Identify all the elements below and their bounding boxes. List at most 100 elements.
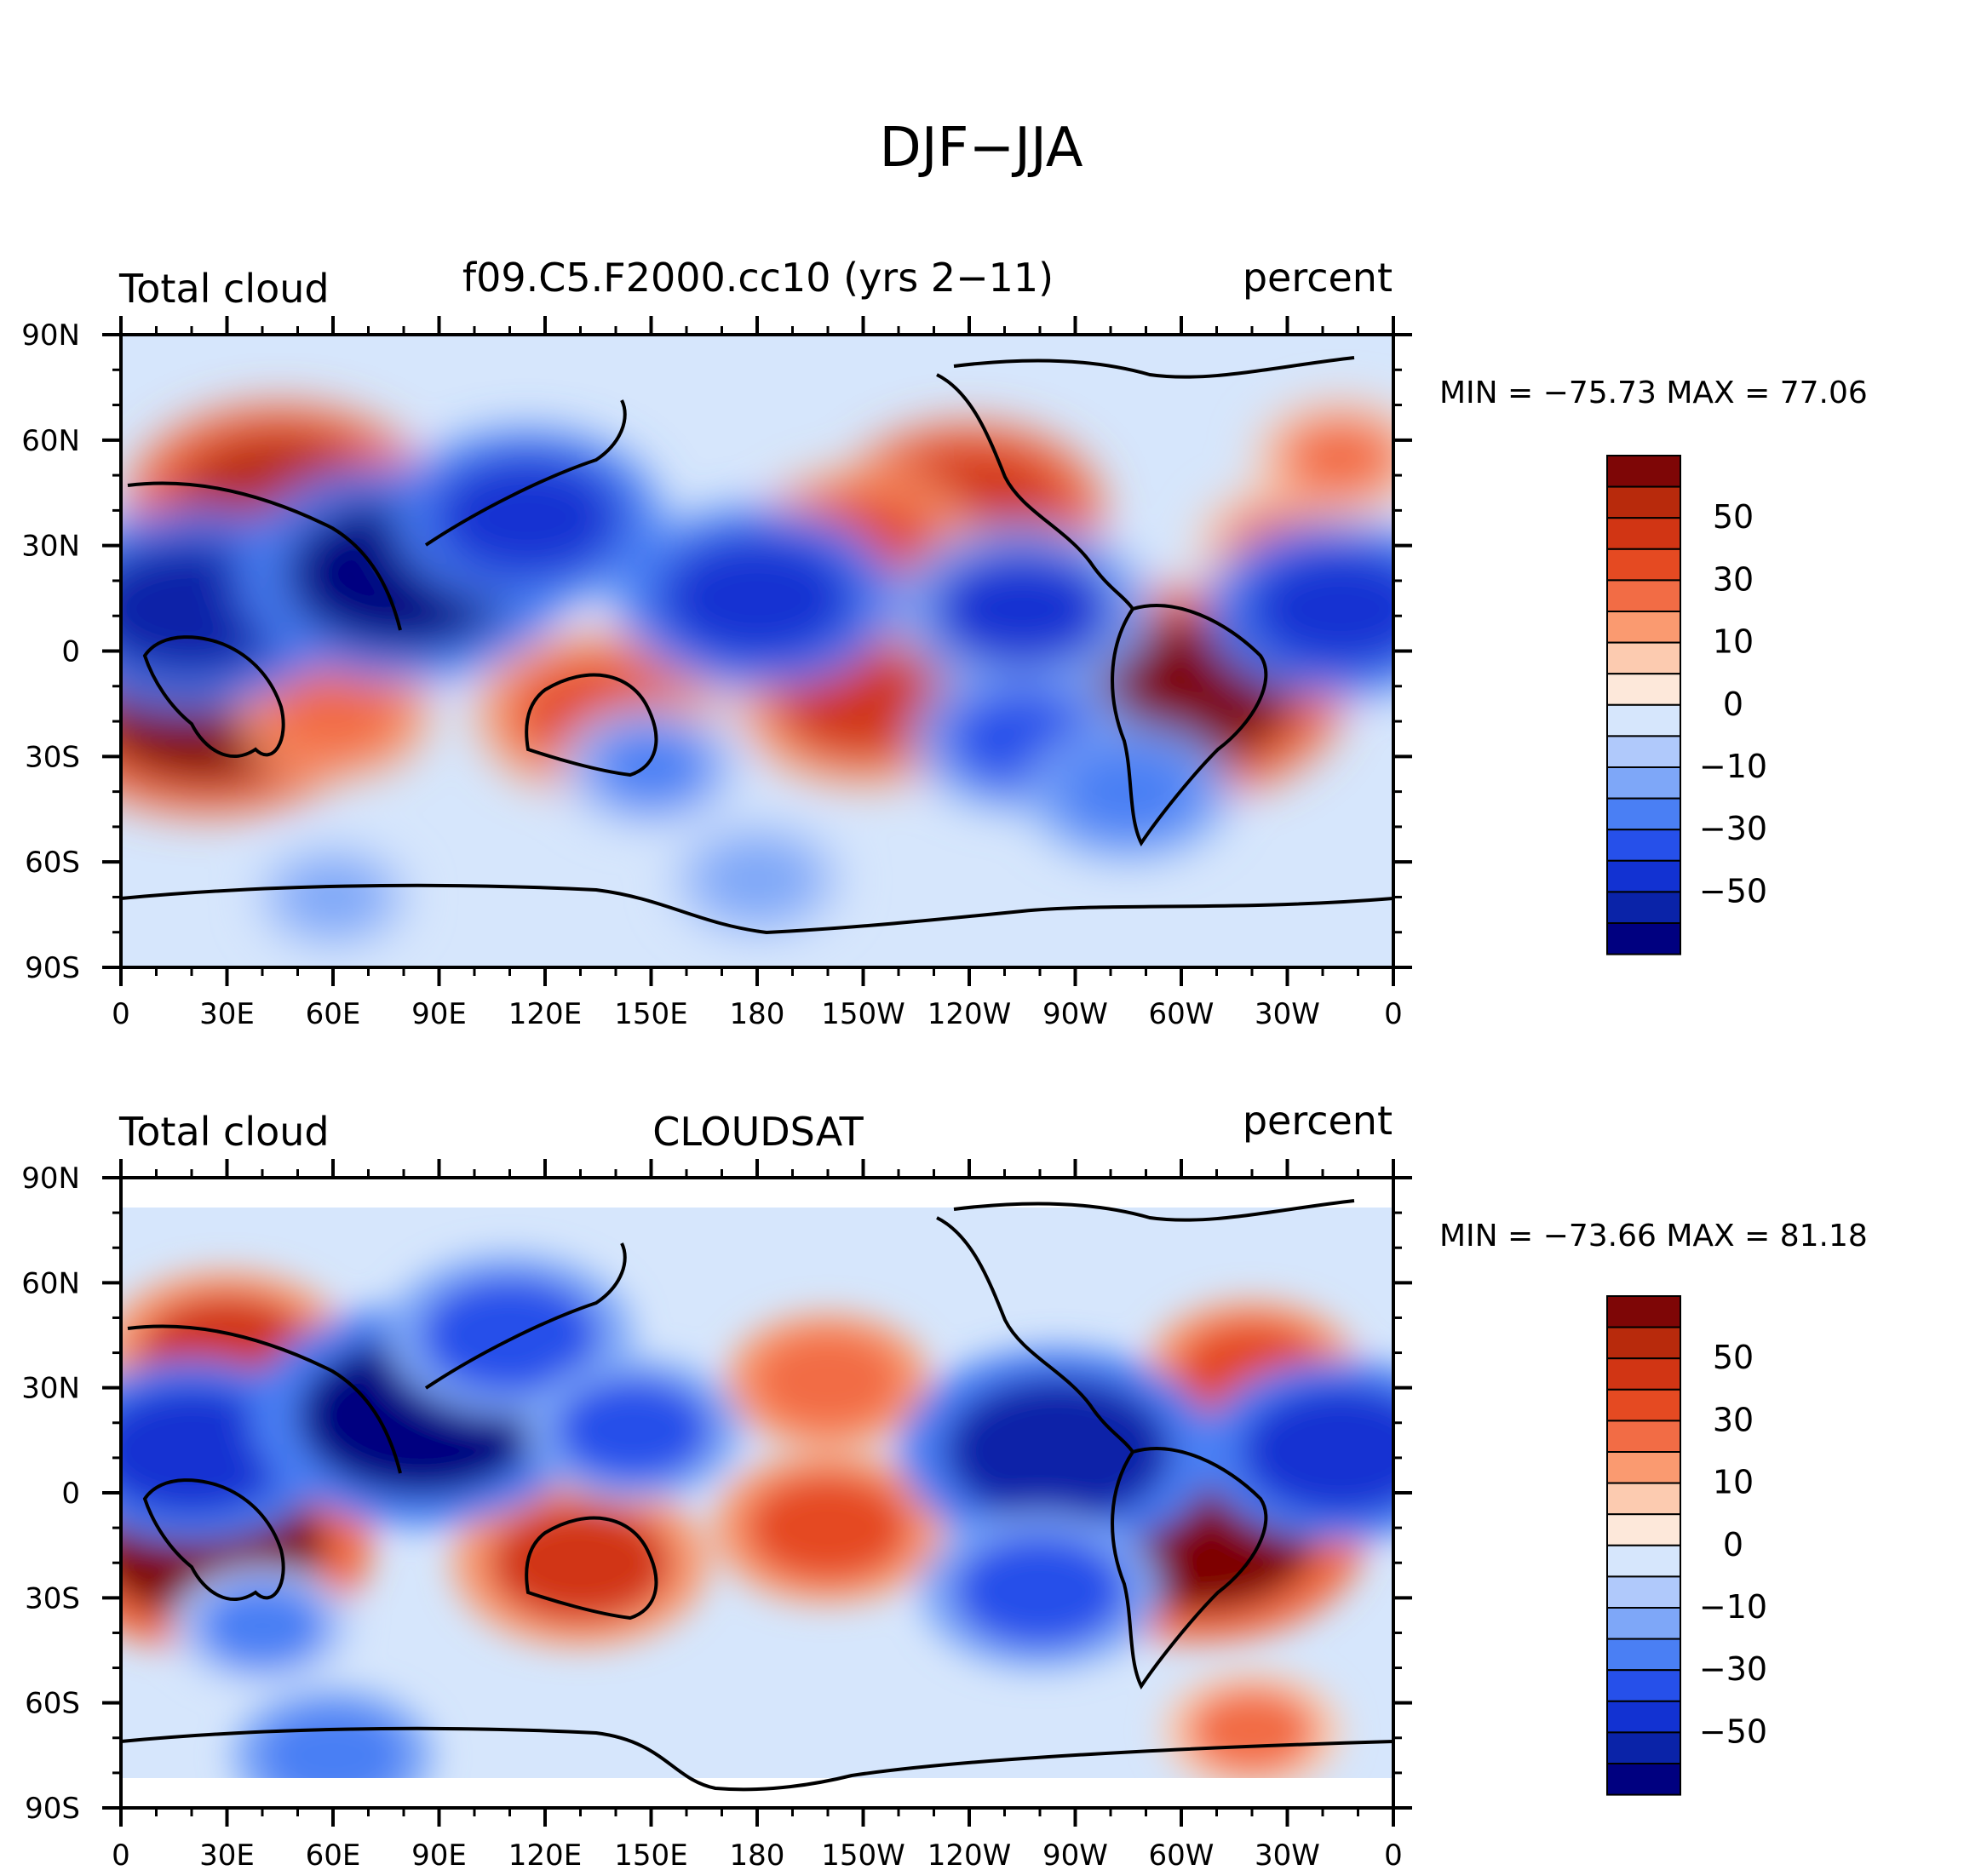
colorbar-box (1606, 1357, 1681, 1391)
colorbar-box (1606, 485, 1681, 519)
lon-tick-label: 150E (614, 1839, 687, 1873)
lon-tick-label: 60W (1149, 997, 1215, 1031)
lon-tick-label: 30E (199, 997, 255, 1031)
lon-tick-label: 30W (1255, 997, 1320, 1031)
lat-tick-label: 0 (61, 635, 80, 669)
colorbar-box (1606, 1575, 1681, 1609)
lon-tick-label: 150E (614, 997, 687, 1031)
panel-obs: Total cloud CLOUDSAT percent 90N 60N 30N 0 3… (21, 1098, 1868, 1873)
colorbar-obs: 50 30 10 0 −10 −30 −50 (1606, 1295, 1767, 1796)
lon-tick-label: 150W (821, 997, 905, 1031)
lat-tick-label: 60N (21, 424, 80, 458)
lon-tick-label: 0 (1384, 1839, 1403, 1873)
colorbar-box (1606, 455, 1681, 488)
lon-tick-label: 0 (112, 1839, 130, 1873)
lat-tick-label: 30S (25, 740, 80, 774)
colorbar-label: −30 (1699, 810, 1767, 847)
anomaly-core (261, 1707, 405, 1778)
panel-center-title: CLOUDSAT (652, 1109, 864, 1155)
lon-tick-label: 120W (927, 997, 1012, 1031)
lon-tick-label: 180 (730, 997, 785, 1031)
lat-tick-label: 90N (21, 318, 80, 353)
lon-tick-label: 30E (199, 1839, 255, 1873)
colorbar-box (1606, 1451, 1681, 1484)
colorbar-box (1606, 1482, 1681, 1516)
anomaly-core (198, 1583, 327, 1669)
lat-tick-label: 60S (25, 1687, 80, 1721)
panel-model: Total cloud f09.C5.F2000.cc10 (yrs 2−11)… (21, 255, 1868, 1031)
coastlines (120, 1199, 1394, 1792)
anomaly-core (1055, 743, 1201, 840)
anomaly-core (265, 668, 401, 760)
colorbar-box (1606, 673, 1681, 706)
colorbar-box (1606, 1420, 1681, 1454)
colorbar-box (1606, 641, 1681, 675)
min-max-readout: MIN = −73.66 MAX = 81.18 (1439, 1219, 1868, 1254)
colorbar-label: 30 (1713, 560, 1754, 598)
colorbar-box (1606, 611, 1681, 644)
colorbar-box (1606, 829, 1681, 862)
min-max-readout: MIN = −75.73 MAX = 77.06 (1439, 376, 1868, 410)
colorbar-box (1606, 579, 1681, 613)
colorbar-label: 10 (1713, 1464, 1754, 1501)
colorbar-label: 50 (1713, 1339, 1754, 1376)
colorbar-box (1606, 1669, 1681, 1702)
anomaly-core (279, 860, 388, 934)
figure-title: DJF−JJA (880, 117, 1083, 180)
colorbar-box (1606, 766, 1681, 800)
panel-units: percent (1243, 255, 1393, 301)
anomaly-core (658, 533, 857, 663)
anomaly-core (1187, 1688, 1317, 1774)
anomaly-core (432, 455, 623, 580)
lon-tick-label: 0 (112, 997, 130, 1031)
lon-tick-label: 60E (306, 1839, 361, 1873)
anomaly-core (755, 1333, 900, 1429)
axis-ticks: 90N 60N 30N 0 30S 60S 90S 0 30E 60E 90E 120E 150E 180… (21, 316, 1412, 1031)
colorbar-box (1606, 1388, 1681, 1422)
anomaly-core (555, 1379, 711, 1481)
colorbar-box (1606, 922, 1681, 955)
lat-tick-label: 0 (61, 1477, 80, 1511)
colorbar-box (1606, 1607, 1681, 1640)
lon-tick-label: 60W (1149, 1839, 1215, 1873)
lon-tick-label: 90W (1042, 997, 1108, 1031)
colorbar-box (1606, 517, 1681, 550)
axis-ticks: 90N 60N 30N 0 30S 60S 90S 0 30E 60E 90E 120E 150E 180… (21, 1159, 1412, 1873)
colorbar-box (1606, 1731, 1681, 1765)
anomaly-core (1240, 1385, 1393, 1516)
anomaly-core (954, 1535, 1126, 1648)
lon-tick-label: 150W (821, 1839, 905, 1873)
lon-tick-label: 120E (508, 1839, 582, 1873)
colorbar-label: −50 (1699, 872, 1767, 909)
anomaly-field-model (121, 335, 1393, 967)
panel-center-title: f09.C5.F2000.cc10 (yrs 2−11) (462, 255, 1054, 301)
lon-tick-label: 60E (306, 997, 361, 1031)
lat-tick-label: 90S (25, 1792, 80, 1826)
lat-tick-label: 30N (21, 530, 80, 564)
anomaly-core (746, 1474, 910, 1582)
lon-tick-label: 30W (1255, 1839, 1320, 1873)
colorbar-box (1606, 1700, 1681, 1734)
colorbar-label: −50 (1699, 1712, 1767, 1750)
colorbar-box (1606, 1326, 1681, 1360)
lon-tick-label: 120E (508, 997, 582, 1031)
colorbar-box (1606, 797, 1681, 831)
panel-left-title: Total cloud (118, 1109, 330, 1155)
colorbar-label: 0 (1723, 686, 1743, 723)
anomaly-core (1244, 546, 1393, 671)
anomaly-core (944, 1377, 1171, 1524)
colorbar-model: 50 30 10 0 −10 −30 −50 (1606, 455, 1767, 955)
lon-tick-label: 0 (1384, 997, 1403, 1031)
lon-tick-label: 180 (730, 1839, 785, 1873)
colorbar-label: 50 (1713, 498, 1754, 536)
anomaly-core (1278, 416, 1393, 499)
colorbar-box (1606, 1295, 1681, 1328)
colorbar-box (1606, 703, 1681, 737)
anomaly-field-obs (121, 1208, 1393, 1778)
colorbar-box (1606, 1638, 1681, 1672)
lat-tick-label: 90S (25, 951, 80, 985)
lon-tick-label: 90E (411, 1839, 467, 1873)
panel-units: percent (1243, 1098, 1393, 1144)
anomaly-core (489, 1503, 672, 1623)
